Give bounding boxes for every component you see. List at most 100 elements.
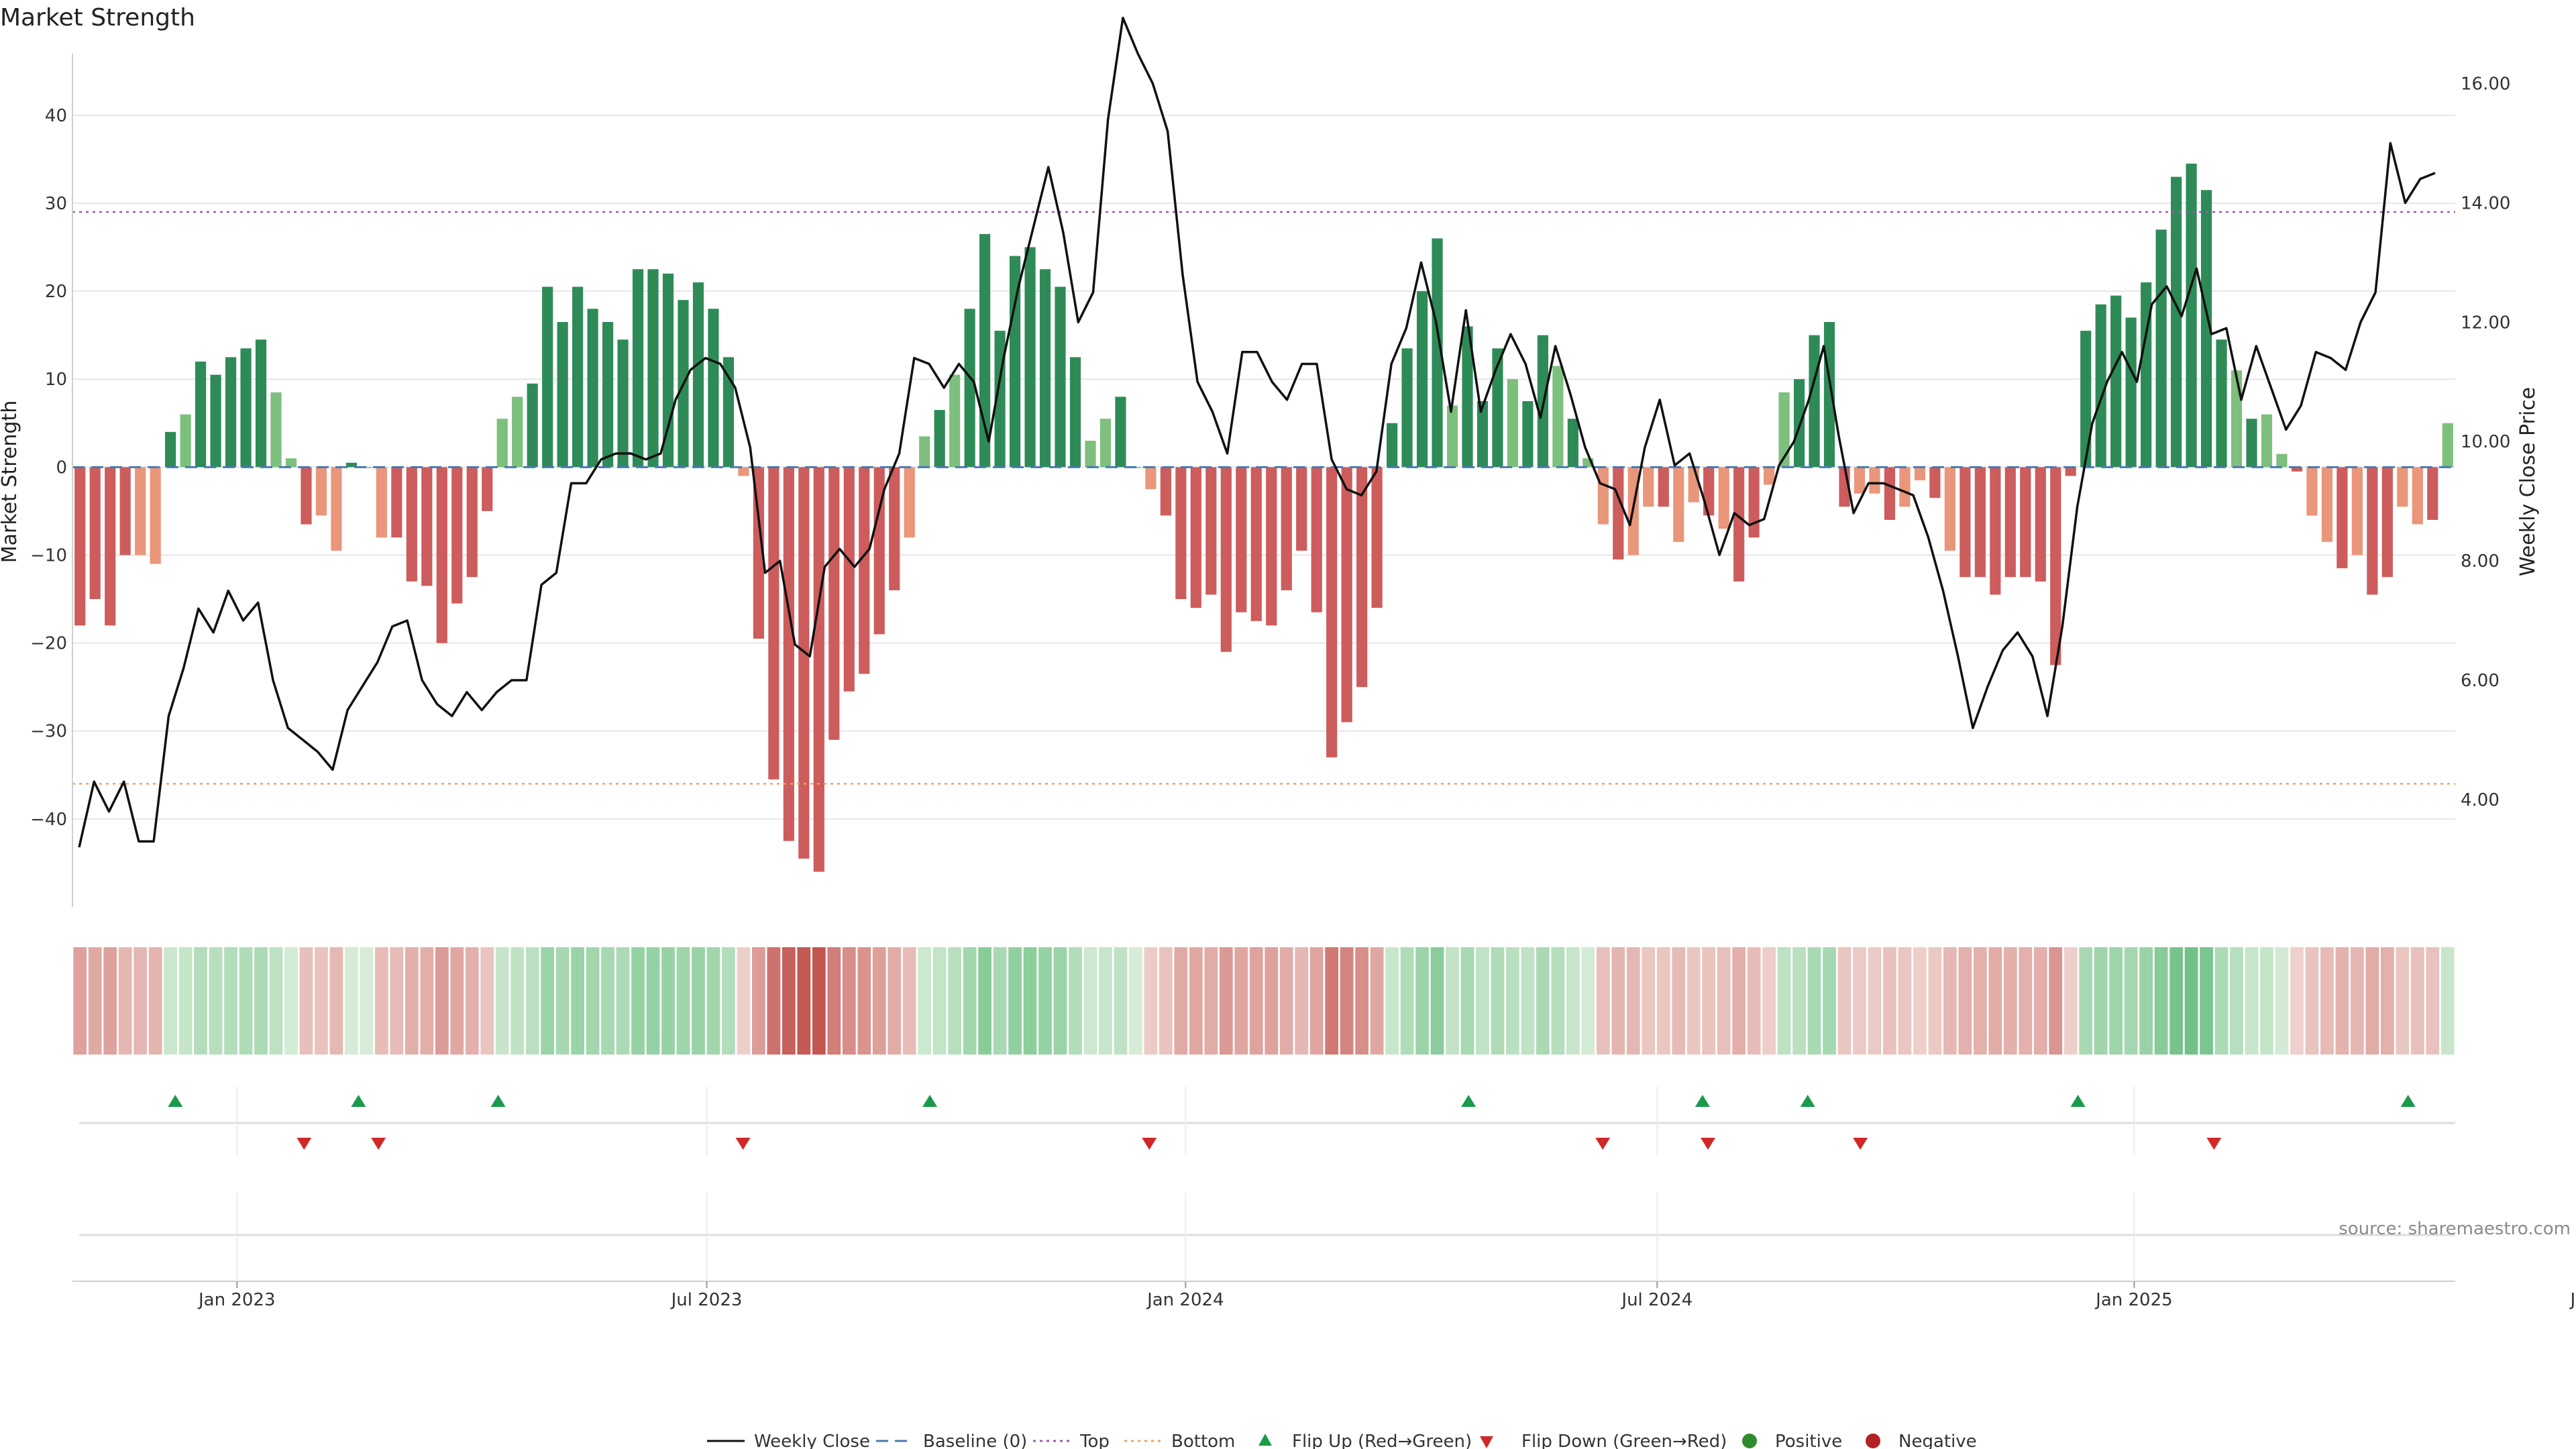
heat-cell bbox=[2350, 947, 2364, 1055]
strength-bar bbox=[1009, 256, 1021, 468]
strength-bar bbox=[376, 467, 387, 538]
heat-cell bbox=[1626, 947, 1640, 1055]
strength-bar bbox=[496, 419, 508, 468]
heat-cell bbox=[269, 947, 283, 1055]
strength-bar bbox=[391, 467, 402, 538]
heat-cell bbox=[1732, 947, 1746, 1055]
heat-cell bbox=[1596, 947, 1610, 1055]
strength-bar bbox=[768, 467, 780, 780]
heat-cell bbox=[2335, 947, 2349, 1055]
strength-bar bbox=[2231, 370, 2243, 468]
strength-bar bbox=[1673, 467, 1684, 542]
heat-cell bbox=[118, 947, 132, 1055]
flip-down-icon bbox=[297, 1138, 312, 1150]
date-tick-label: Jul 2024 bbox=[1620, 1290, 1693, 1310]
strength-bar bbox=[934, 410, 945, 468]
strength-bar bbox=[738, 467, 749, 476]
heat-cell bbox=[2365, 947, 2379, 1055]
strength-bar bbox=[1884, 467, 1896, 521]
strength-bar bbox=[1869, 467, 1880, 494]
heat-cell bbox=[2079, 947, 2093, 1055]
strength-bar bbox=[150, 467, 161, 564]
heat-cell bbox=[345, 947, 358, 1055]
heat-cell bbox=[315, 947, 328, 1055]
strength-bar bbox=[74, 467, 86, 626]
strength-bar bbox=[1793, 379, 1805, 468]
heat-cell bbox=[1008, 947, 1022, 1055]
flip-down-icon bbox=[1142, 1138, 1157, 1150]
strength-bar bbox=[1507, 379, 1519, 468]
strength-bar bbox=[1462, 326, 1473, 468]
heat-cell bbox=[1038, 947, 1052, 1055]
heat-cell bbox=[1988, 947, 2002, 1055]
strength-bar bbox=[949, 374, 961, 468]
heat-cell bbox=[1883, 947, 1896, 1055]
strength-bar bbox=[2261, 414, 2273, 468]
heat-cell bbox=[1702, 947, 1716, 1055]
heat-cell bbox=[601, 947, 614, 1055]
heat-cell bbox=[254, 947, 268, 1055]
strength-bar bbox=[482, 467, 493, 511]
strength-bar bbox=[1854, 467, 1866, 494]
legend-weekly-close: Weekly Close bbox=[754, 1432, 870, 1449]
strength-bar bbox=[1250, 467, 1262, 621]
strength-bar bbox=[2306, 467, 2318, 516]
legend-bottom: Bottom bbox=[1171, 1432, 1235, 1449]
strength-bar bbox=[1115, 396, 1126, 468]
source-note: source: sharemaestro.com bbox=[2339, 1219, 2571, 1239]
strength-bar bbox=[1492, 348, 1503, 468]
heat-cell bbox=[1370, 947, 1384, 1055]
flip-up-icon bbox=[1695, 1095, 1710, 1107]
heat-cell bbox=[2380, 947, 2394, 1055]
heat-cell bbox=[1309, 947, 1324, 1055]
flip-down-icon bbox=[1595, 1138, 1611, 1150]
strength-bar bbox=[904, 467, 915, 538]
heat-cell bbox=[2154, 947, 2168, 1055]
strength-bar bbox=[1733, 467, 1745, 582]
reference-lines bbox=[72, 211, 2455, 785]
strength-bar bbox=[617, 339, 629, 468]
heat-cell bbox=[1400, 947, 1414, 1055]
flip-down-icon bbox=[1701, 1138, 1716, 1150]
strength-bar bbox=[1446, 405, 1458, 468]
legend-positive-icon bbox=[1742, 1434, 1757, 1448]
strength-bar bbox=[315, 467, 327, 516]
heat-cell bbox=[541, 947, 555, 1055]
strength-bar bbox=[270, 392, 282, 468]
strength-bar bbox=[1823, 321, 1835, 468]
strength-bar bbox=[557, 321, 568, 468]
heat-cell bbox=[571, 947, 585, 1055]
heat-cell bbox=[661, 947, 675, 1055]
heat-cell bbox=[767, 947, 781, 1055]
strength-bar bbox=[1099, 419, 1112, 468]
flip-markers-panel bbox=[79, 1095, 2455, 1150]
date-axis: Jan 2023 Jul 2023 Jan 2024 Jul 2024 Jan 2025… bbox=[72, 1087, 2576, 1310]
heat-cell bbox=[1340, 947, 1354, 1055]
heat-cell bbox=[1460, 947, 1474, 1055]
left-tick-label: −10 bbox=[30, 545, 67, 566]
strength-bar bbox=[798, 467, 810, 859]
strength-bar bbox=[1145, 467, 1157, 490]
heat-cell bbox=[827, 947, 841, 1055]
heat-cell bbox=[224, 947, 237, 1055]
strength-bar bbox=[2065, 467, 2076, 476]
chart-title: Market Strength bbox=[0, 4, 195, 32]
strength-bar bbox=[1296, 467, 1307, 551]
heat-cell bbox=[1295, 947, 1309, 1055]
heat-cell bbox=[1144, 947, 1158, 1055]
strength-bar bbox=[2337, 467, 2348, 569]
heat-cell bbox=[676, 947, 690, 1055]
heat-cell bbox=[194, 947, 207, 1055]
strength-bar bbox=[180, 414, 191, 468]
heat-cell bbox=[2033, 947, 2047, 1055]
strength-bar bbox=[1175, 467, 1187, 600]
strength-bar bbox=[2050, 467, 2061, 665]
strength-bar bbox=[1613, 467, 1624, 560]
legend-flip-down-icon bbox=[1480, 1436, 1493, 1448]
heat-cell bbox=[1656, 947, 1670, 1055]
strength-bar bbox=[587, 309, 598, 468]
heat-cell bbox=[2245, 947, 2259, 1055]
heat-cell bbox=[88, 947, 102, 1055]
strength-bar bbox=[527, 383, 538, 468]
